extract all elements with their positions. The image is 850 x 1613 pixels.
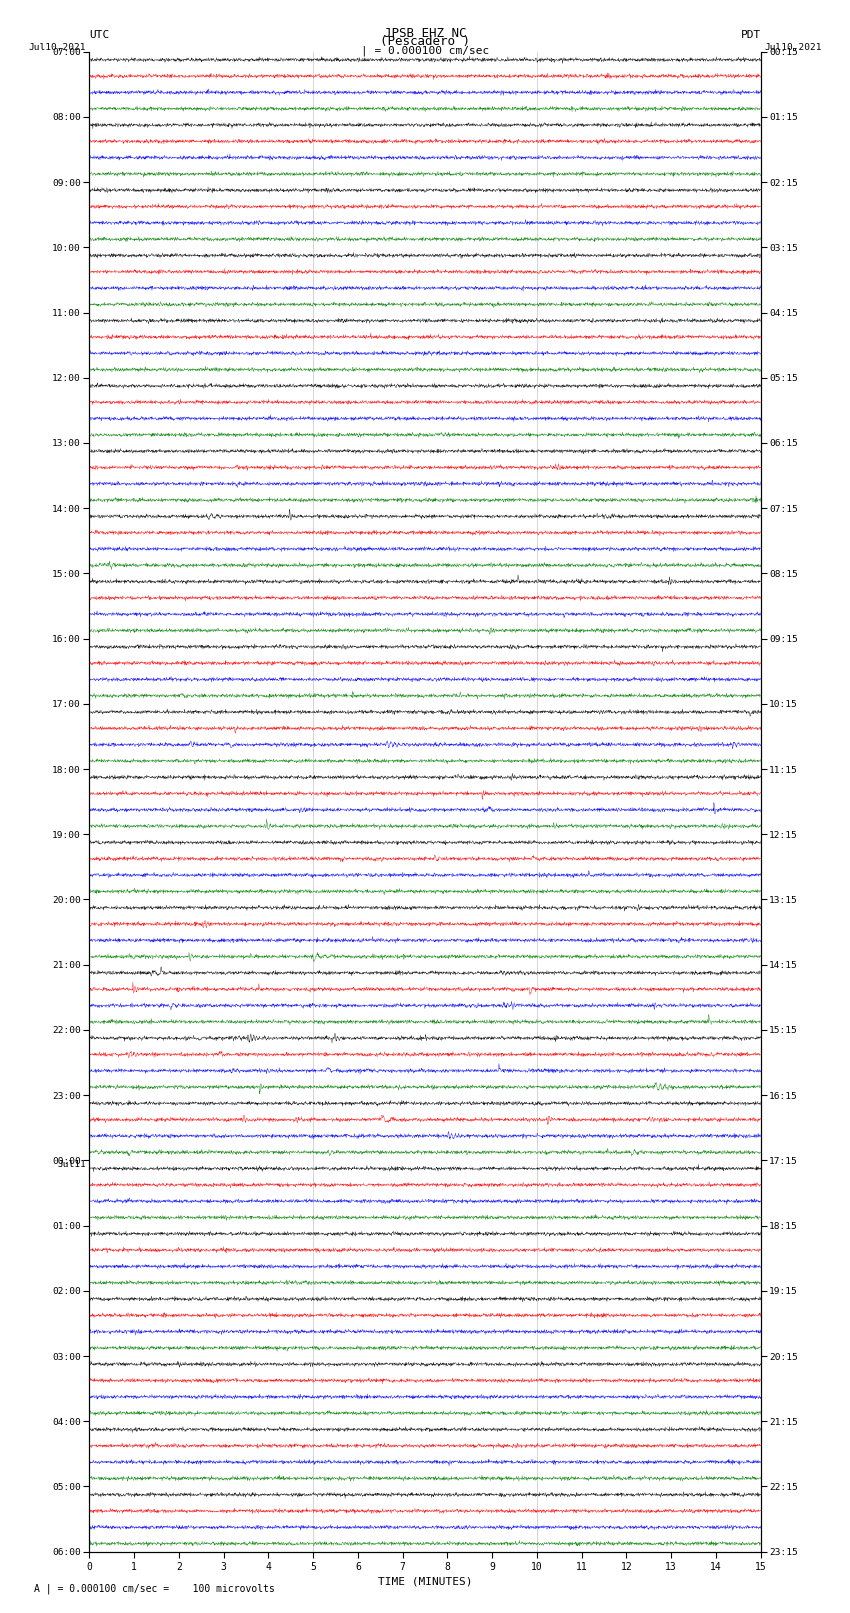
Text: A | = 0.000100 cm/sec =    100 microvolts: A | = 0.000100 cm/sec = 100 microvolts [34, 1582, 275, 1594]
Text: Jul10,2021: Jul10,2021 [28, 42, 86, 52]
X-axis label: TIME (MINUTES): TIME (MINUTES) [377, 1576, 473, 1586]
Text: Jul10,2021: Jul10,2021 [764, 42, 822, 52]
Text: (Pescadero ): (Pescadero ) [380, 34, 470, 47]
Text: PDT: PDT [740, 29, 761, 39]
Text: UTC: UTC [89, 29, 110, 39]
Text: | = 0.000100 cm/sec: | = 0.000100 cm/sec [361, 45, 489, 56]
Text: JPSB EHZ NC: JPSB EHZ NC [383, 26, 467, 39]
Text: Jul11: Jul11 [57, 1160, 86, 1169]
